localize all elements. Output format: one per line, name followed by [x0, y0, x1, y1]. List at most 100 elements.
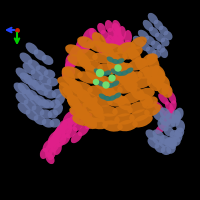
Ellipse shape — [112, 63, 133, 74]
Ellipse shape — [97, 105, 118, 117]
Ellipse shape — [89, 41, 108, 52]
Ellipse shape — [85, 64, 99, 81]
Ellipse shape — [161, 38, 169, 46]
Ellipse shape — [77, 89, 91, 103]
Ellipse shape — [75, 105, 89, 121]
Ellipse shape — [89, 28, 98, 40]
Ellipse shape — [160, 116, 170, 126]
Ellipse shape — [52, 89, 62, 98]
Ellipse shape — [62, 66, 83, 79]
Ellipse shape — [92, 32, 106, 48]
Ellipse shape — [80, 41, 92, 54]
Ellipse shape — [60, 134, 70, 145]
Ellipse shape — [73, 50, 84, 62]
Ellipse shape — [170, 130, 180, 139]
Ellipse shape — [143, 67, 157, 81]
Ellipse shape — [117, 97, 131, 110]
Ellipse shape — [87, 85, 108, 97]
Ellipse shape — [175, 128, 184, 137]
Ellipse shape — [52, 129, 62, 141]
Ellipse shape — [34, 95, 46, 106]
Ellipse shape — [88, 33, 100, 45]
Ellipse shape — [172, 110, 181, 122]
Ellipse shape — [137, 66, 158, 79]
Ellipse shape — [166, 119, 175, 128]
Ellipse shape — [65, 53, 75, 65]
Ellipse shape — [161, 83, 172, 95]
Ellipse shape — [155, 33, 165, 42]
Ellipse shape — [151, 75, 163, 88]
Ellipse shape — [40, 109, 52, 119]
Ellipse shape — [142, 96, 158, 109]
Ellipse shape — [122, 91, 143, 104]
Ellipse shape — [107, 52, 128, 63]
Ellipse shape — [57, 134, 66, 147]
Ellipse shape — [44, 89, 56, 99]
Ellipse shape — [107, 83, 114, 88]
Ellipse shape — [170, 117, 180, 127]
Ellipse shape — [166, 144, 176, 154]
Ellipse shape — [138, 30, 149, 40]
Ellipse shape — [99, 113, 120, 125]
Ellipse shape — [147, 77, 161, 91]
Ellipse shape — [102, 43, 123, 55]
Ellipse shape — [18, 102, 30, 115]
Ellipse shape — [107, 95, 128, 107]
Ellipse shape — [131, 87, 145, 100]
Ellipse shape — [152, 109, 165, 122]
Ellipse shape — [68, 116, 79, 129]
Ellipse shape — [50, 99, 60, 109]
Ellipse shape — [107, 75, 128, 87]
Ellipse shape — [36, 65, 48, 76]
Ellipse shape — [55, 130, 65, 143]
Ellipse shape — [112, 23, 120, 35]
Ellipse shape — [116, 61, 130, 75]
Ellipse shape — [117, 81, 138, 94]
Ellipse shape — [161, 117, 169, 128]
Ellipse shape — [114, 92, 121, 99]
Ellipse shape — [20, 52, 32, 65]
Ellipse shape — [153, 129, 164, 141]
Ellipse shape — [69, 79, 83, 95]
Ellipse shape — [26, 109, 38, 121]
Ellipse shape — [65, 44, 83, 57]
Ellipse shape — [105, 20, 113, 32]
Ellipse shape — [76, 36, 87, 49]
Ellipse shape — [32, 80, 44, 90]
Ellipse shape — [31, 69, 43, 81]
Ellipse shape — [50, 118, 60, 128]
Circle shape — [96, 70, 104, 76]
Ellipse shape — [129, 109, 150, 122]
Ellipse shape — [92, 75, 113, 87]
Ellipse shape — [123, 79, 137, 93]
Ellipse shape — [43, 140, 52, 152]
Ellipse shape — [71, 51, 82, 63]
Ellipse shape — [153, 65, 165, 81]
Ellipse shape — [69, 106, 90, 119]
Ellipse shape — [139, 94, 153, 106]
Ellipse shape — [77, 52, 91, 70]
Ellipse shape — [84, 111, 105, 122]
Ellipse shape — [77, 49, 98, 61]
Ellipse shape — [110, 38, 119, 49]
Ellipse shape — [87, 118, 108, 129]
Ellipse shape — [160, 48, 168, 58]
Ellipse shape — [36, 85, 48, 96]
Circle shape — [94, 79, 98, 84]
Ellipse shape — [50, 139, 60, 152]
Ellipse shape — [148, 137, 159, 149]
Ellipse shape — [42, 55, 53, 65]
Ellipse shape — [165, 101, 174, 114]
Ellipse shape — [80, 113, 92, 124]
Ellipse shape — [100, 30, 110, 42]
Ellipse shape — [16, 92, 28, 105]
Ellipse shape — [146, 129, 157, 141]
Ellipse shape — [68, 113, 80, 125]
Ellipse shape — [72, 81, 93, 94]
Ellipse shape — [114, 31, 123, 44]
Ellipse shape — [62, 67, 75, 85]
Ellipse shape — [132, 76, 153, 89]
Ellipse shape — [107, 59, 121, 75]
Ellipse shape — [127, 101, 148, 114]
Ellipse shape — [132, 115, 153, 127]
